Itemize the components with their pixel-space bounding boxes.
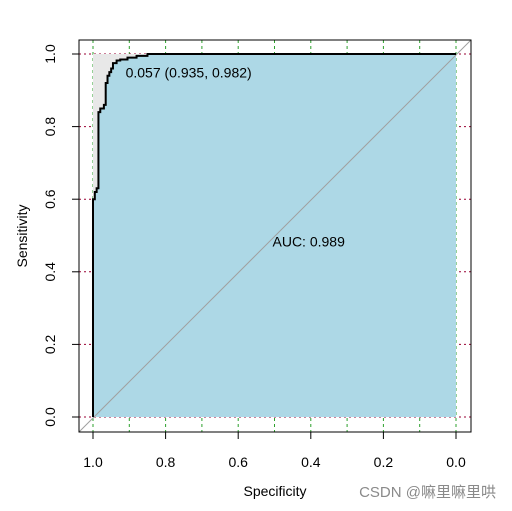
- x-tick-label-4: 0.2: [374, 454, 394, 470]
- roc-curve: [92, 53, 456, 417]
- y-tick-label-0: 0.0: [42, 407, 58, 427]
- auc-label: AUC: 0.989: [273, 233, 346, 249]
- y-axis-label: Sensitivity: [14, 204, 30, 267]
- x-tick-label-5: 0.0: [446, 454, 466, 470]
- y-axis: 0.0 0.2 0.4 0.6 0.8 1.0: [42, 44, 80, 427]
- x-tick-label-3: 0.4: [301, 454, 321, 470]
- y-tick-label-1: 0.2: [42, 334, 58, 354]
- roc-area: [93, 54, 456, 417]
- diagonal-reference: [78, 39, 472, 433]
- watermark: CSDN @嘛里嘛里哄: [359, 484, 496, 501]
- x-tick-label-2: 0.6: [228, 454, 248, 470]
- y-tick-label-3: 0.6: [42, 189, 58, 209]
- x-axis: 1.0 0.8 0.6 0.4 0.2 0.0: [83, 431, 466, 470]
- x-axis-label: Specificity: [243, 483, 306, 499]
- ci-band: [93, 54, 148, 417]
- annotations: 0.057 (0.935, 0.982) AUC: 0.989: [126, 65, 345, 250]
- roc-line: [92, 53, 456, 417]
- threshold-label: 0.057 (0.935, 0.982): [126, 65, 252, 81]
- x-tick-label-0: 1.0: [83, 454, 103, 470]
- diagonal-line: [78, 39, 472, 433]
- auc-fill: [93, 54, 456, 417]
- ci-band-shape: [93, 54, 148, 417]
- y-tick-label-5: 1.0: [42, 44, 58, 64]
- y-tick-label-2: 0.4: [42, 262, 58, 282]
- x-tick-label-1: 0.8: [156, 454, 176, 470]
- y-tick-label-4: 0.8: [42, 117, 58, 137]
